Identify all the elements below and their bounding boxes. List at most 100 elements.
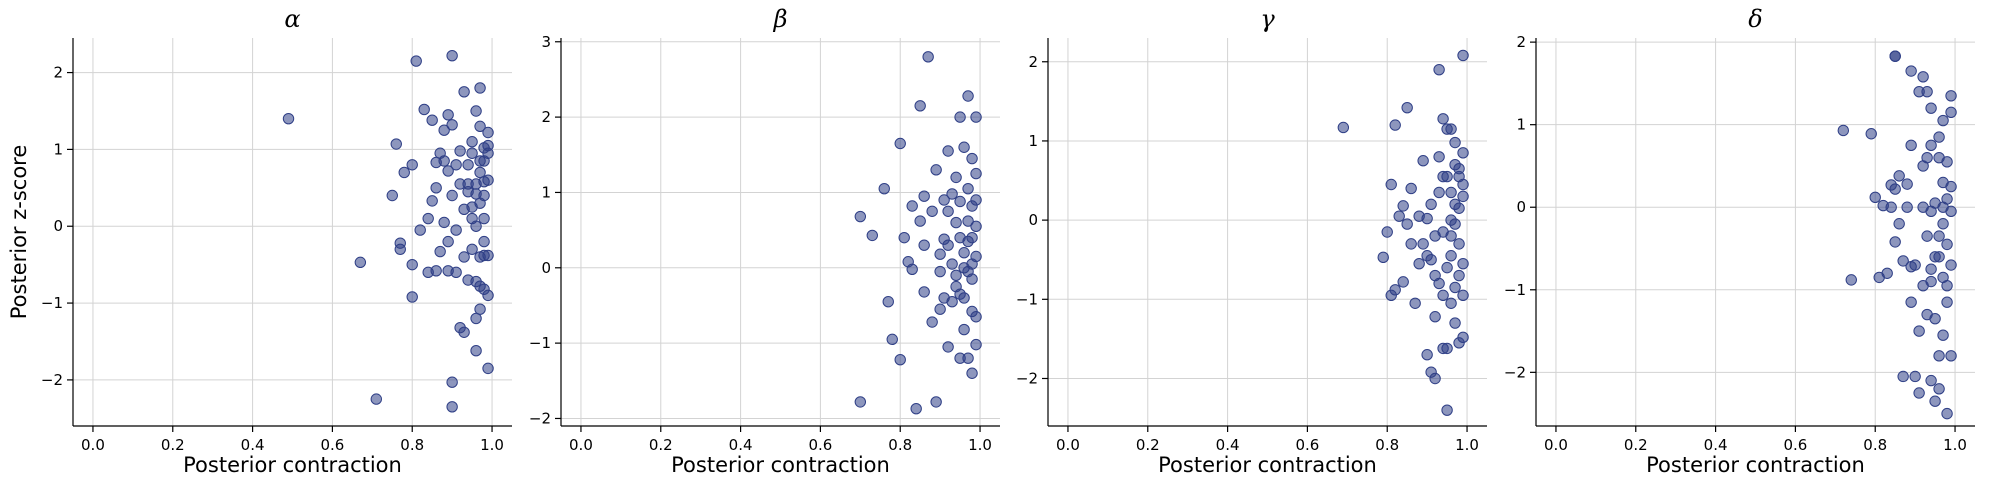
data-point — [1449, 317, 1461, 329]
y-tick-label: 0 — [53, 217, 63, 235]
y-tick-label: 1 — [1028, 132, 1038, 150]
x-tick-label: 0.6 — [320, 436, 344, 454]
x-tick-label: 0.4 — [1704, 436, 1728, 454]
x-tick-label: 1.0 — [480, 436, 504, 454]
data-point — [474, 120, 486, 133]
data-point — [970, 338, 982, 351]
data-point — [406, 291, 418, 303]
data-point — [446, 49, 458, 62]
data-point — [474, 303, 486, 315]
data-point — [866, 229, 878, 242]
data-point — [1881, 267, 1893, 279]
data-point — [894, 354, 906, 366]
data-point — [1417, 238, 1429, 250]
data-point — [970, 220, 982, 233]
data-point — [1901, 178, 1913, 190]
gridlines — [1048, 38, 1487, 426]
data-point — [470, 105, 482, 117]
y-tick-label: −1 — [1504, 281, 1526, 299]
data-point — [1905, 296, 1917, 308]
data-point — [906, 200, 918, 212]
data-point — [1897, 370, 1909, 383]
data-point — [1429, 311, 1441, 323]
data-point — [942, 341, 954, 353]
data-point — [450, 266, 462, 279]
data-point — [1933, 131, 1945, 143]
data-point — [454, 145, 466, 157]
panel-2: 0.0 0.2 0.4 0.6 0.8 1.0 −2 −1 0 1 2 3 β Posterior con… — [529, 5, 1000, 477]
data-point — [930, 396, 942, 408]
data-point — [1433, 151, 1445, 163]
data-point — [282, 112, 295, 125]
data-point — [882, 295, 894, 308]
data-point — [918, 239, 930, 251]
data-point — [1889, 183, 1901, 195]
x-tick-label: 0.2 — [1624, 436, 1648, 454]
data-point — [962, 352, 974, 364]
data-point — [1417, 155, 1429, 167]
data-point — [410, 55, 422, 67]
y-tick-label: 2 — [1516, 33, 1526, 51]
data-point — [446, 376, 458, 388]
data-point — [1941, 238, 1953, 251]
data-point — [462, 159, 474, 171]
x-tick-label: 0.2 — [649, 436, 673, 454]
data-point — [1457, 49, 1469, 62]
data-point — [438, 216, 450, 229]
data-point — [954, 231, 966, 244]
data-point — [1441, 170, 1453, 183]
data-point — [1397, 276, 1409, 288]
y-tick-label: 1 — [53, 140, 63, 158]
y-tick-label: 0 — [541, 259, 551, 277]
panel-title: γ — [1260, 5, 1275, 33]
data-point — [1937, 218, 1949, 230]
data-point — [1457, 178, 1469, 191]
data-point — [1941, 407, 1953, 420]
x-tick-label: 0.6 — [1295, 436, 1319, 454]
data-point — [1901, 201, 1913, 213]
data-point — [1437, 289, 1449, 302]
data-point — [438, 124, 450, 136]
data-point — [1441, 404, 1453, 416]
data-point — [1453, 238, 1465, 250]
data-point — [1421, 212, 1433, 225]
data-point — [1337, 121, 1350, 134]
data-point — [958, 323, 970, 336]
data-point — [1445, 186, 1457, 199]
data-point — [934, 265, 946, 278]
data-point — [926, 316, 938, 328]
data-point — [914, 215, 926, 227]
y-tick-label: −1 — [1016, 290, 1038, 308]
x-tick-label: 0.8 — [400, 436, 424, 454]
y-tick-label: −1 — [41, 294, 63, 312]
data-point — [450, 159, 462, 171]
data-point — [1929, 251, 1941, 263]
data-point — [962, 215, 974, 227]
data-point — [1837, 124, 1850, 137]
data-point — [1413, 257, 1425, 270]
data-point — [958, 247, 970, 259]
data-point — [466, 147, 478, 159]
data-point — [1937, 201, 1949, 213]
y-tick-label: −2 — [529, 409, 551, 427]
data-point — [482, 147, 494, 159]
data-point — [1889, 50, 1901, 62]
data-point — [370, 393, 383, 405]
data-point — [1377, 251, 1389, 264]
data-point — [970, 311, 982, 323]
x-tick-label: 0.0 — [1056, 436, 1080, 454]
y-tick-label: 1 — [541, 183, 551, 201]
data-point — [1909, 259, 1921, 271]
panel-title: δ — [1748, 5, 1762, 33]
x-tick-label: 0.6 — [1783, 436, 1807, 454]
data-point — [1449, 136, 1461, 149]
data-point — [1401, 218, 1413, 230]
data-point — [478, 235, 490, 248]
data-point — [406, 258, 418, 271]
data-point — [934, 248, 946, 260]
data-point — [446, 119, 458, 131]
x-axis-label: Posterior contraction — [183, 453, 402, 477]
y-tick-label: 2 — [1028, 53, 1038, 71]
data-point — [1449, 218, 1461, 230]
